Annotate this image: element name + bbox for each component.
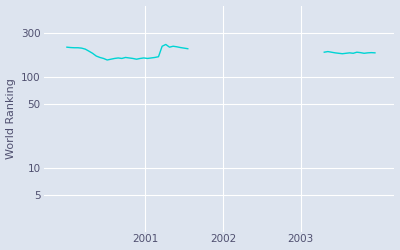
Y-axis label: World Ranking: World Ranking <box>6 78 16 159</box>
